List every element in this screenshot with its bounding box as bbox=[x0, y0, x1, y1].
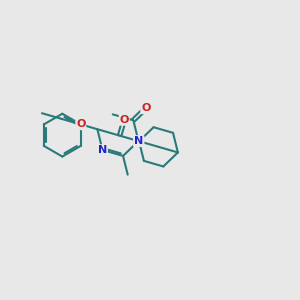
Text: O: O bbox=[119, 115, 129, 125]
Text: N: N bbox=[134, 136, 144, 146]
Text: N: N bbox=[98, 145, 107, 155]
Text: O: O bbox=[76, 119, 86, 129]
Text: N: N bbox=[134, 136, 143, 146]
Text: O: O bbox=[141, 103, 150, 113]
